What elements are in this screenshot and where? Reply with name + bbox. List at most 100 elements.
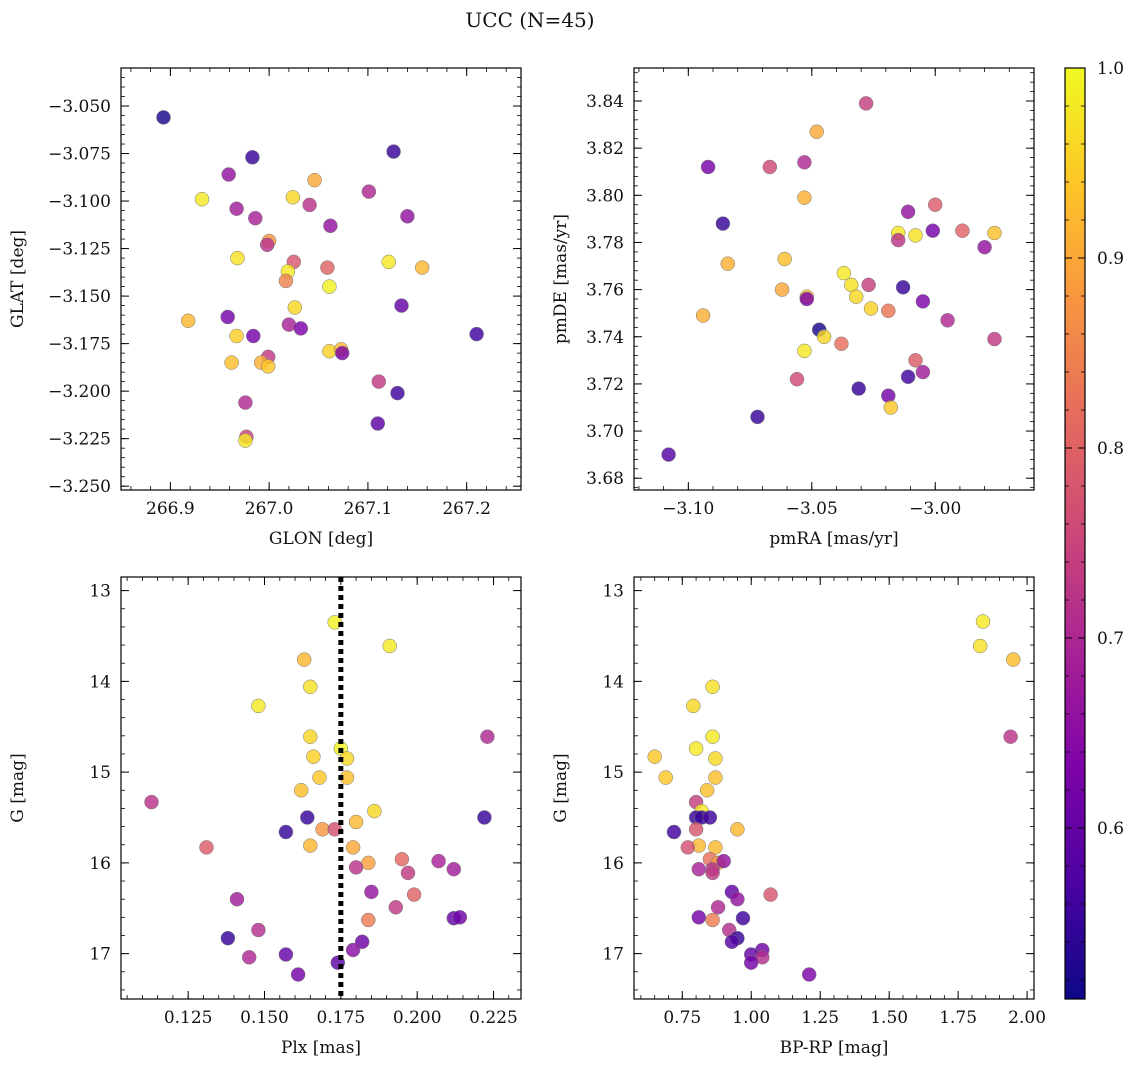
scatter-point [381,254,396,270]
colorbar: 0.6 0.7 0.8 0.9 1.0 [1064,59,1124,1000]
scatter-point [371,374,387,389]
scatter-point [763,887,778,902]
panel-pmra-pmde: −3.10 −3.05 −3.00 3.68 3.70 3.72 3.74 3.76 3.78 3… [551,67,1035,549]
y-tick-label: 3.68 [586,469,624,489]
scatter-point [708,751,723,766]
y-tick-label: 15 [89,763,111,783]
scatter-point [972,638,988,654]
scatter-point [975,614,991,629]
scatter-point [705,679,720,695]
scatter-point [836,265,852,281]
scatter-point [477,810,492,825]
y-tick-label: 3.74 [586,328,624,348]
x-tick-label: 0.75 [663,1008,701,1028]
scatter-point [302,197,317,213]
scatter-point [705,865,720,881]
scatter-point [480,729,495,744]
y-tick-label: 3.82 [586,139,624,159]
y-tick-label: −3.100 [48,192,111,212]
x-tick-label: 0.200 [393,1008,442,1028]
scatter-point [241,950,257,965]
scatter-point [156,110,171,125]
scatter-point [715,216,731,231]
scatter-point [816,329,832,345]
scatter-point [863,301,879,316]
scatter-point [848,289,864,304]
scatter-point [278,273,294,289]
y-axis-label: GLAT [deg] [8,230,28,328]
y-tick-label: 17 [602,945,624,965]
scatter-point [883,400,899,415]
scatter-point [940,313,955,328]
colorbar-tick-label: 0.8 [1097,439,1124,459]
panels: 266.9 267.0 267.1 267.2 −3.050 −3.075 −3.100 −3… [8,67,1046,1058]
scatter-point [312,770,327,785]
scatter-point [345,840,361,855]
colorbar-tick-label: 0.6 [1097,819,1124,839]
scatter-point [290,967,306,982]
scatter-point [925,223,941,238]
scatter-point [361,912,376,928]
scatter-point [278,824,294,840]
scatter-point [303,679,318,695]
scatter-point [221,167,236,182]
y-tick-label: −3.250 [48,477,111,497]
scatter-point [915,364,931,380]
scatter-point [710,900,726,915]
scatter-point [688,822,704,837]
points [647,614,1021,982]
colorbar-tick-label: 0.9 [1097,249,1124,269]
scatter-point [245,150,260,165]
y-tick-label: 16 [602,854,624,874]
axes-frame [633,576,1035,1000]
scatter-point [987,225,1002,241]
x-tick-label: −3.00 [909,499,961,519]
scatter-point [686,698,701,714]
scatter-point [144,794,159,810]
scatter-point [797,155,812,170]
x-tick-label: 266.9 [146,499,195,519]
y-tick-label: −3.125 [48,240,111,260]
y-tick-label: 13 [89,582,111,602]
scatter-point [469,326,484,342]
scatter-point [799,291,815,307]
scatter-point [229,891,245,907]
panel-plx-g: 0.125 0.150 0.175 0.200 0.225 13 14 15 16 17 Plx [… [8,576,522,1058]
scatter-point [688,741,704,756]
x-tick-label: −3.05 [786,499,838,519]
points [156,110,484,448]
x-tick-label: 1.00 [732,1008,770,1028]
x-axis-label: GLON [deg] [269,529,373,549]
y-tick-label: −3.200 [48,382,111,402]
x-axis-label: BP-RP [mag] [780,1038,889,1058]
scatter-point [720,256,736,271]
scatter-point [735,910,751,926]
scatter-point [730,891,745,907]
scatter-point [230,250,245,266]
scatter-point [750,409,765,425]
scatter-point [915,294,931,309]
scatter-point [977,239,992,255]
scatter-point [224,355,239,370]
scatter-point [238,395,253,410]
scatter-point [220,930,236,946]
y-tick-label: 3.70 [586,422,624,442]
scatter-point [708,770,723,785]
y-tick-label: 15 [602,763,624,783]
y-tick-label: −3.225 [48,430,111,450]
y-tick-label: 3.80 [586,186,624,206]
colorbar-tick-label: 0.7 [1097,629,1124,649]
scatter-point [303,838,318,853]
scatter-point [238,433,253,448]
y-tick-label: −3.050 [48,97,111,117]
x-tick-label: 0.150 [240,1008,289,1028]
scatter-point [345,942,361,958]
scatter-point [881,303,896,319]
scatter-point [394,851,410,867]
x-tick-label: 267.2 [442,499,491,519]
scatter-point [361,184,377,199]
scatter-point [180,313,196,329]
scatter-point [306,749,321,764]
scatter-point [307,172,322,188]
scatter-point [348,860,364,875]
